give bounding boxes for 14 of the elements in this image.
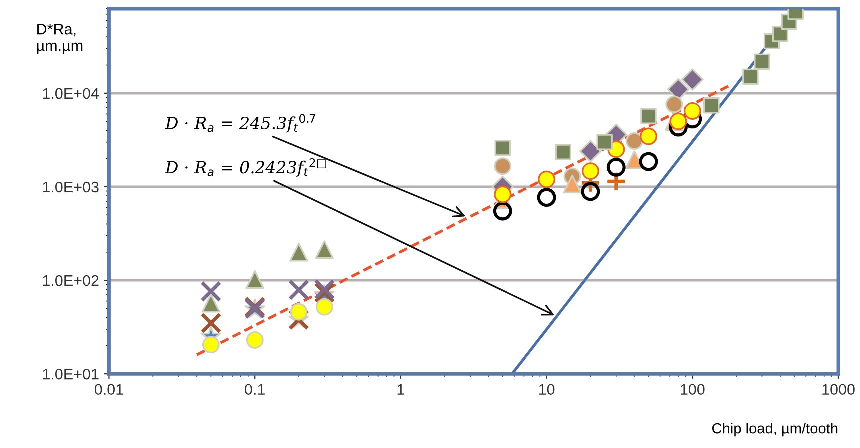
x-axis-title: Chip load, µm/tooth — [712, 423, 838, 437]
x-tick-label: 1 — [398, 384, 404, 395]
x-tick-label: 1000 — [822, 384, 855, 396]
y-axis-title: D*Ra, µm.µm — [37, 24, 83, 54]
y-tick-label: 1.0E+03 — [43, 182, 99, 193]
y-tick-label: 1.0E+02 — [43, 275, 99, 286]
x-tick-label: 0.01 — [94, 384, 124, 396]
y-tick-label: 1.0E+04 — [43, 88, 100, 100]
y-tick-label: 1.0E+01 — [43, 368, 99, 380]
annotation: D · R$_{a}$ = 245.3f$_{t}$$^{0.7}$ — [165, 114, 316, 133]
annotation: D · R$_{a}$ = 0.2423f$_{t}$$^{2□}$ — [165, 158, 326, 177]
x-tick-label: 10 — [539, 384, 555, 396]
x-tick-label: 0.1 — [245, 384, 265, 396]
x-tick-label: 100 — [681, 384, 705, 396]
